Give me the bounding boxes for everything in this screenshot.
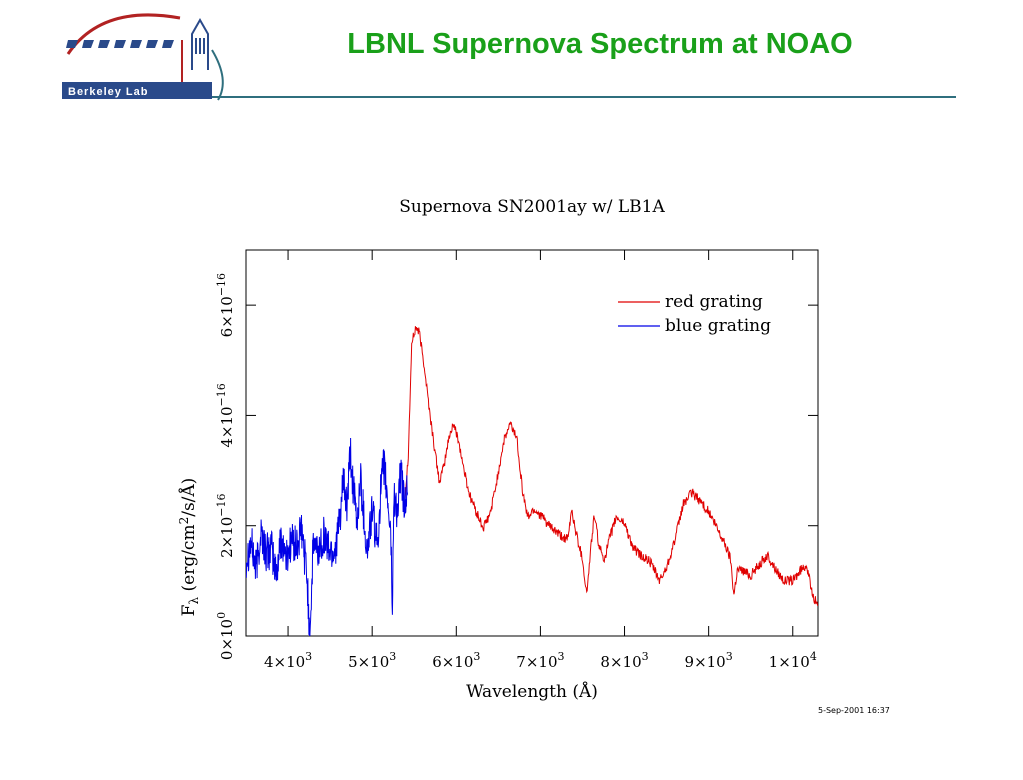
y-tick-label: 2×10−16 xyxy=(215,494,236,558)
y-tick-label: 4×10−16 xyxy=(215,383,236,447)
red-grating-series xyxy=(403,326,818,607)
x-tick-label: 4×103 xyxy=(264,650,312,671)
x-tick-label: 9×103 xyxy=(685,650,733,671)
slide-title: LBNL Supernova Spectrum at NOAO xyxy=(347,28,853,60)
legend-label: red grating xyxy=(665,292,763,312)
spectrum-chart: Supernova SN2001ay w/ LB1A 4×103 5×103 6×1… xyxy=(177,197,819,702)
x-tick-label: 1×104 xyxy=(769,650,817,671)
svg-text:6×10−16: 6×10−16 xyxy=(215,273,236,337)
svg-text:0×100: 0×100 xyxy=(215,612,236,660)
svg-text:2×10−16: 2×10−16 xyxy=(215,494,236,558)
svg-text:Berkeley Lab: Berkeley Lab xyxy=(68,86,148,98)
svg-text:4×10−16: 4×10−16 xyxy=(215,383,236,447)
y-tick-label: 0×100 xyxy=(215,612,236,660)
blue-grating-series xyxy=(246,437,408,636)
x-tick-label: 5×103 xyxy=(348,650,396,671)
timestamp: 5-Sep-2001 16:37 xyxy=(818,706,890,715)
x-axis-label: Wavelength (Å) xyxy=(466,681,598,702)
legend: red grating blue grating xyxy=(618,292,771,336)
berkeley-lab-logo: Berkeley Lab xyxy=(62,13,224,101)
header-rule xyxy=(212,96,956,98)
legend-label: blue grating xyxy=(665,316,771,336)
svg-text:Fλ (erg/cm2/s/Å): Fλ (erg/cm2/s/Å) xyxy=(177,478,201,617)
plot-area: 4×103 5×103 6×103 7×103 8×103 9×103 1×104 0×100… xyxy=(215,249,819,671)
slide-header: Berkeley Lab LBNL Supernova Spectrum at … xyxy=(0,0,1023,110)
x-tick-label: 7×103 xyxy=(516,650,564,671)
chart-title: Supernova SN2001ay w/ LB1A xyxy=(399,197,665,217)
x-tick-label: 6×103 xyxy=(432,650,480,671)
y-axis-label: Fλ (erg/cm2/s/Å) xyxy=(177,478,201,617)
x-tick-label: 8×103 xyxy=(600,650,648,671)
y-tick-label: 6×10−16 xyxy=(215,273,236,337)
plot-frame xyxy=(245,249,819,637)
